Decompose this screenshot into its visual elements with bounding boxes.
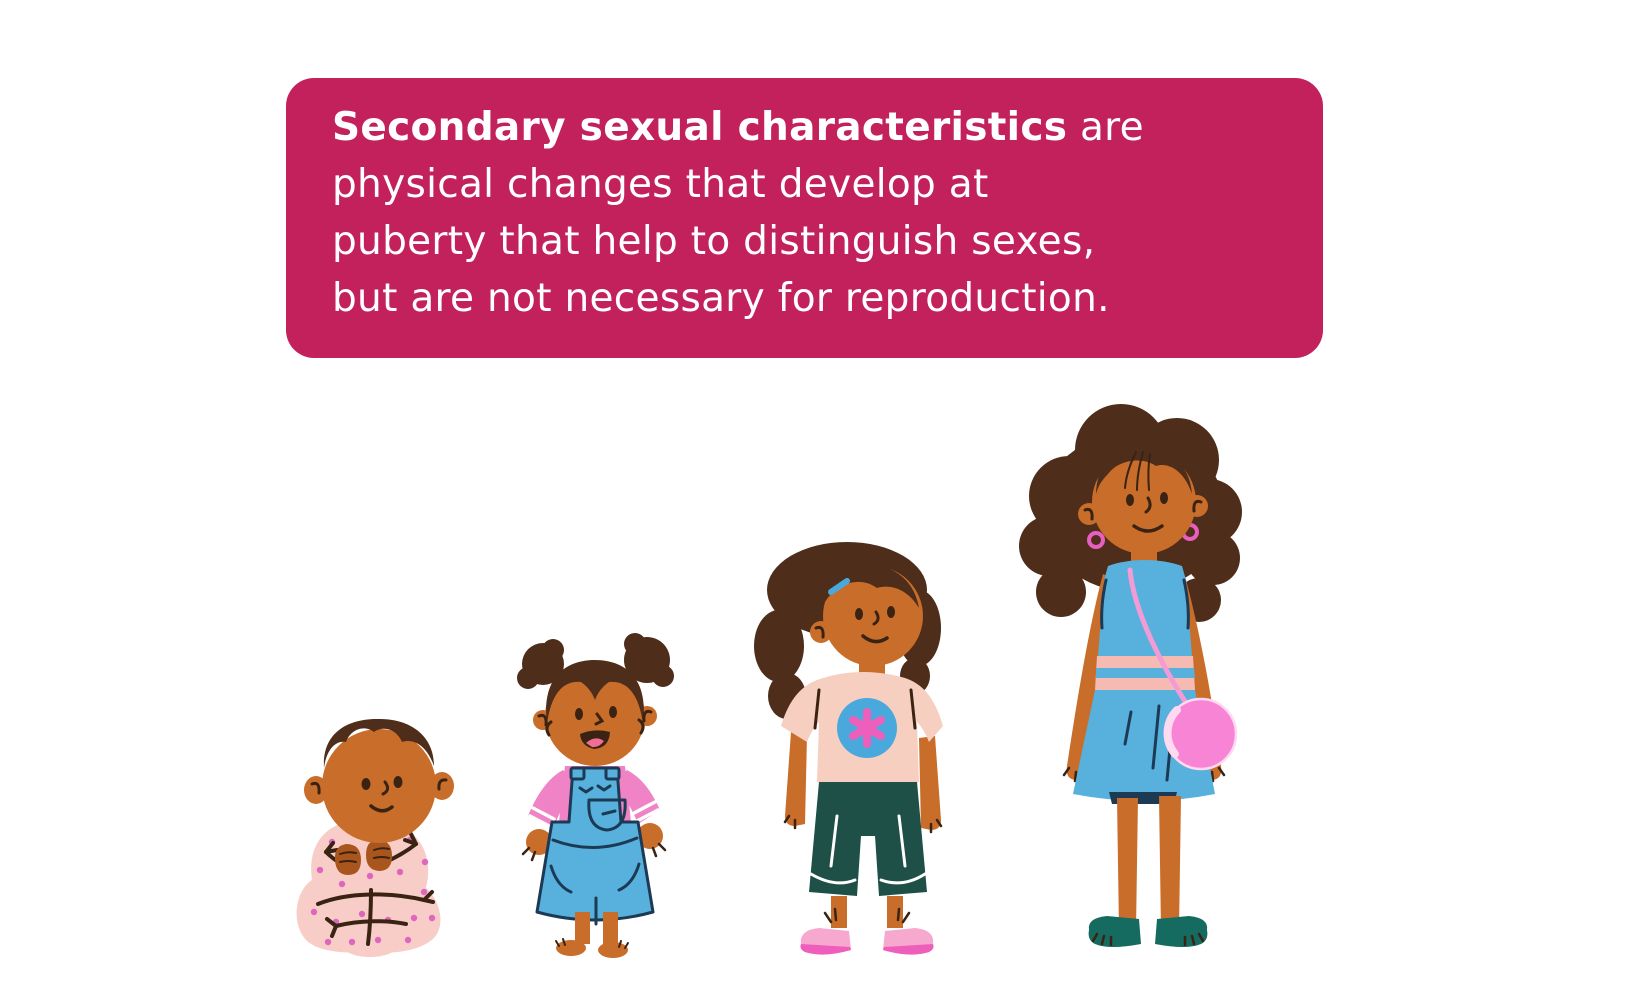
definition-term: Secondary sexual characteristics [332, 105, 1068, 150]
toddler-illustration [517, 633, 674, 958]
hair-clip [828, 578, 850, 595]
definition-line-1-rest: are [1067, 105, 1144, 150]
child-pants [809, 782, 927, 896]
toddler-legs [555, 912, 629, 958]
child-feet [800, 896, 934, 955]
baby-body [296, 819, 441, 957]
definition-line-1: Secondary sexual characteristics are [332, 99, 1277, 156]
teen-head [1078, 447, 1208, 554]
child-head [810, 563, 923, 666]
definition-line-3: puberty that help to distinguish sexes, [332, 219, 1096, 264]
crossbody-bag [1163, 697, 1238, 771]
toddler-body [521, 766, 667, 926]
earring-left [1087, 531, 1105, 549]
adolescent-illustration [1019, 404, 1242, 947]
definition-line-2: physical changes that develop at [332, 162, 989, 207]
definition-line-4: but are not necessary for reproduction. [332, 276, 1110, 321]
toddler-head [533, 660, 657, 766]
child-body [781, 660, 943, 834]
bag-strap [1127, 567, 1191, 709]
baby-head [304, 718, 454, 843]
toddler-hair-buns [517, 633, 674, 689]
definition-card: Secondary sexual characteristics are phy… [286, 78, 1323, 358]
baby-illustration [296, 718, 454, 957]
child-illustration [754, 542, 943, 955]
teen-legs [1088, 796, 1208, 947]
